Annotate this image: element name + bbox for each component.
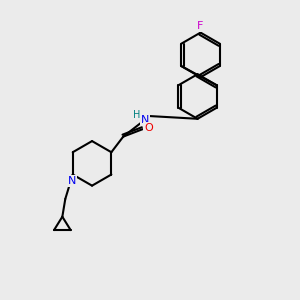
Text: H: H <box>133 110 140 120</box>
Text: N: N <box>140 115 149 125</box>
Text: O: O <box>144 123 153 133</box>
Text: N: N <box>68 176 76 186</box>
Text: F: F <box>197 21 203 31</box>
